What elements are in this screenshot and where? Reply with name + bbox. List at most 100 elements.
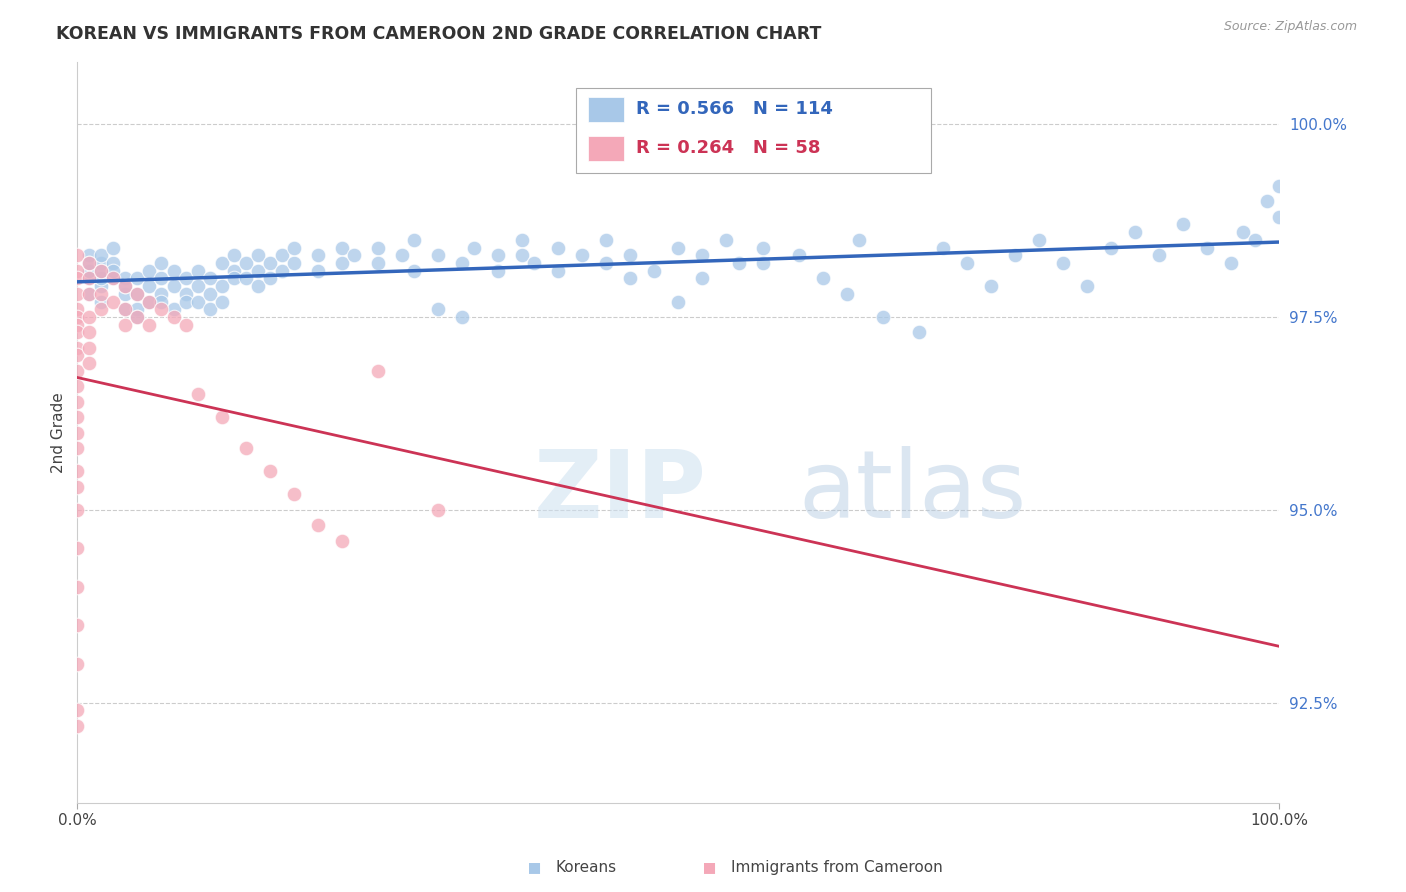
Point: [571, 248, 593, 262]
Text: ZIP: ZIP: [534, 446, 707, 538]
Point: [427, 502, 450, 516]
Point: [138, 279, 160, 293]
Point: [138, 294, 160, 309]
Point: [150, 302, 173, 317]
Point: [932, 240, 955, 254]
Point: [643, 263, 665, 277]
Point: [692, 271, 714, 285]
Point: [90, 248, 112, 262]
Point: [1197, 240, 1219, 254]
Point: [668, 294, 690, 309]
Point: [510, 233, 533, 247]
Point: [1268, 210, 1291, 224]
Point: [367, 240, 389, 254]
Point: [79, 271, 101, 285]
Point: [79, 286, 101, 301]
Point: [451, 256, 474, 270]
Point: [66, 441, 89, 455]
Point: [211, 410, 233, 425]
Point: [138, 318, 160, 332]
Point: [66, 364, 89, 378]
Point: [402, 233, 425, 247]
Point: [872, 310, 894, 324]
Point: [66, 341, 89, 355]
Bar: [588, 97, 624, 121]
Point: [79, 248, 101, 262]
Point: [114, 302, 136, 317]
Point: [222, 248, 245, 262]
Point: [222, 271, 245, 285]
Point: [90, 263, 112, 277]
Point: [1149, 248, 1171, 262]
Point: [162, 279, 184, 293]
Point: [66, 618, 89, 632]
Point: [150, 271, 173, 285]
Point: [162, 263, 184, 277]
Text: KOREAN VS IMMIGRANTS FROM CAMEROON 2ND GRADE CORRELATION CHART: KOREAN VS IMMIGRANTS FROM CAMEROON 2ND G…: [56, 25, 821, 43]
Point: [211, 294, 233, 309]
Point: [668, 240, 690, 254]
Point: [103, 240, 125, 254]
Point: [1220, 256, 1243, 270]
Point: [79, 356, 101, 370]
Point: [66, 703, 89, 717]
Point: [174, 271, 197, 285]
Bar: [588, 136, 624, 161]
Point: [187, 294, 209, 309]
Point: [980, 279, 1002, 293]
Point: [79, 256, 101, 270]
Point: [162, 310, 184, 324]
Point: [114, 318, 136, 332]
Point: [283, 487, 305, 501]
Point: [79, 263, 101, 277]
Point: [114, 286, 136, 301]
Point: [811, 271, 834, 285]
Point: [90, 302, 112, 317]
Point: [127, 286, 149, 301]
Point: [619, 271, 641, 285]
Point: [66, 310, 89, 324]
Point: [1052, 256, 1074, 270]
Point: [727, 256, 749, 270]
Point: [1232, 225, 1254, 239]
Point: [1099, 240, 1122, 254]
Point: [510, 248, 533, 262]
Point: [187, 263, 209, 277]
Point: [283, 256, 305, 270]
Point: [150, 294, 173, 309]
Point: [751, 240, 773, 254]
Point: [1268, 178, 1291, 193]
Point: [1123, 225, 1146, 239]
Point: [66, 719, 89, 733]
Point: [198, 286, 221, 301]
Text: R = 0.264   N = 58: R = 0.264 N = 58: [637, 138, 821, 157]
Point: [259, 464, 281, 478]
Point: [198, 271, 221, 285]
Point: [222, 263, 245, 277]
Point: [330, 256, 353, 270]
Point: [716, 233, 738, 247]
Point: [367, 364, 389, 378]
Point: [402, 263, 425, 277]
FancyBboxPatch shape: [576, 88, 931, 174]
Point: [103, 271, 125, 285]
Point: [523, 256, 546, 270]
Point: [66, 410, 89, 425]
Point: [451, 310, 474, 324]
Point: [66, 248, 89, 262]
Point: [103, 294, 125, 309]
Point: [1244, 233, 1267, 247]
Text: ▪: ▪: [527, 857, 541, 877]
Point: [174, 318, 197, 332]
Point: [150, 256, 173, 270]
Point: [66, 326, 89, 340]
Point: [427, 302, 450, 317]
Point: [343, 248, 366, 262]
Point: [307, 263, 329, 277]
Point: [66, 464, 89, 478]
Point: [138, 263, 160, 277]
Point: [66, 271, 89, 285]
Point: [330, 240, 353, 254]
Point: [66, 286, 89, 301]
Point: [956, 256, 979, 270]
